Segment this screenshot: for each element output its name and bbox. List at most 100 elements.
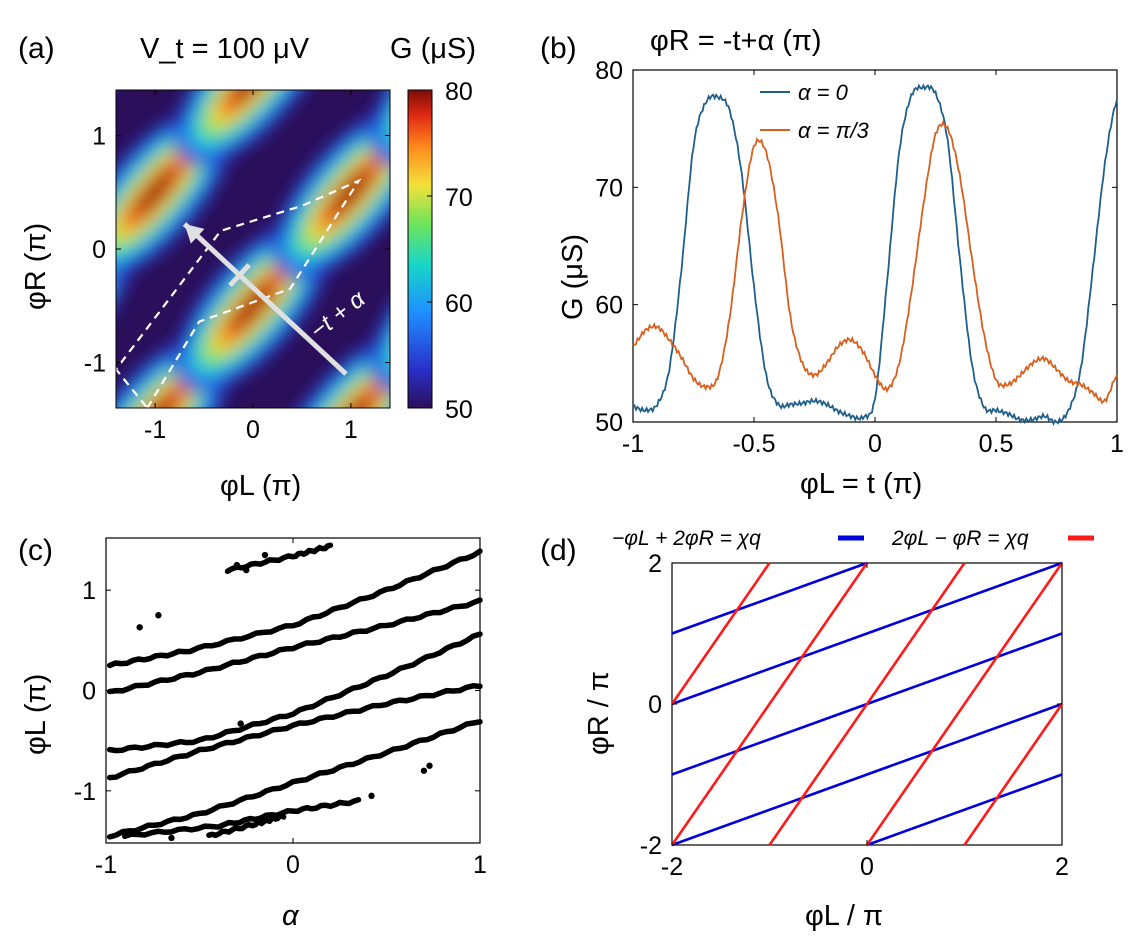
line-axes: -1 -0.5 0 0.5 1 50 60 70 80 (595, 57, 1124, 458)
y-tick-label: -1 (74, 778, 96, 806)
arrow-line (182, 222, 348, 376)
line-series (632, 83, 1118, 427)
colorbar-tick-label: 50 (445, 396, 473, 424)
heatmap-xlabel: φL (π) (220, 470, 301, 502)
scatter-axes: -1 0 1 -1 0 1 (74, 538, 487, 879)
arrow-head (184, 224, 205, 244)
lines-xlabel: φL / π (805, 900, 883, 932)
line-legend: α = 0 α = π/3 (760, 80, 869, 143)
series-line-0 (632, 83, 1118, 427)
colorbar-tick-label: 60 (445, 290, 473, 318)
line-frame (632, 69, 1118, 423)
y-tick-label: -2 (640, 832, 662, 860)
heatmap-axes: -1 0 1 -1 0 1 (84, 90, 390, 444)
scatter-point (233, 561, 241, 569)
scatter-frame (105, 537, 481, 844)
x-tick-label: -1 (95, 851, 117, 879)
scatter-point (243, 566, 250, 574)
x-tick-label: -1 (622, 430, 644, 458)
scatter-point (261, 551, 269, 559)
y-tick-label: 1 (92, 122, 106, 150)
y-tick-label: 1 (82, 577, 96, 605)
scatter-trace-4 (106, 719, 483, 840)
x-tick-label: 1 (344, 416, 358, 444)
scatter-point (426, 762, 433, 769)
scatter-trace-7 (206, 813, 287, 839)
x-tick-label: 0 (868, 430, 882, 458)
legend-entry: 2φL − φR = χq (891, 527, 1029, 550)
family-line-0-3 (671, 561, 868, 635)
panel-label-d: (d) (540, 534, 577, 567)
y-tick-label: 60 (595, 292, 623, 320)
scatter-trace-5 (224, 542, 334, 575)
y-tick-label: 50 (595, 409, 623, 437)
line-xlabel: φL = t (π) (800, 468, 922, 500)
family-line-1-3 (963, 703, 1064, 846)
y-tick-label: 0 (648, 691, 662, 719)
scatter-panel: -1 0 1 -1 0 1 α φL (π) (20, 537, 487, 932)
scatter-ylabel: φL (π) (20, 674, 52, 755)
y-tick-label: 80 (595, 57, 623, 85)
colorbar-tick-label: 70 (445, 184, 473, 212)
heatmap-panel: V_t = 100 μV G (μS) −t + α -1 0 1-101 φL (… (0, 5, 476, 502)
scatter-point (368, 792, 375, 800)
series-line-1 (632, 119, 1118, 405)
colorbar (407, 89, 433, 409)
y-tick-label: -1 (84, 350, 106, 378)
lines-panel: -2 0 2 -2 0 2 −φL + 2φR = χq 2φL − φR = χq φL … (583, 527, 1094, 932)
scatter-point (237, 720, 244, 727)
x-tick-label: 0.5 (979, 430, 1014, 458)
line-title: φR = -t+α (π) (650, 25, 822, 57)
legend-entry: −φL + 2φR = χq (612, 527, 761, 550)
family-line-0-4 (866, 773, 1063, 847)
legend-entry: α = π/3 (798, 118, 869, 143)
x-tick-label: 0 (286, 851, 300, 879)
colorbar-label: G (μS) (390, 33, 476, 65)
arrow-crossbar (228, 263, 251, 288)
family-line-1-4 (670, 562, 771, 705)
scatter-trace-2 (106, 631, 483, 754)
colorbar-tick-label: 80 (445, 78, 473, 106)
legend-entry: α = 0 (798, 80, 849, 105)
scatter-point (136, 624, 143, 631)
x-tick-label: 0 (860, 853, 874, 881)
lines-series (670, 561, 1064, 847)
heatmap-peak (0, 232, 125, 379)
x-tick-label: 1 (473, 851, 487, 879)
y-tick-label: 70 (595, 174, 623, 202)
heatmap-peak (0, 5, 125, 152)
x-tick-label: 0 (246, 416, 260, 444)
family-line-1-1 (768, 562, 966, 846)
x-tick-label: 2 (1055, 853, 1069, 881)
colorbar-ticks: 50 60 70 80 (427, 78, 473, 424)
family-line-1-0 (670, 562, 869, 846)
family-line-0-0 (671, 702, 1063, 847)
y-tick-label: 0 (92, 236, 106, 264)
x-tick-label: -2 (661, 853, 683, 881)
x-tick-label: -0.5 (732, 430, 775, 458)
scatter-series (106, 542, 483, 842)
scatter-trace-3 (106, 683, 483, 781)
heatmap-peak (135, 169, 176, 216)
heatmap-overlays (114, 178, 362, 410)
scatter-point (420, 767, 428, 774)
scatter-trace-0 (106, 548, 483, 669)
scatter-xlabel: α (282, 900, 300, 932)
family-line-1-2 (865, 562, 1064, 846)
y-tick-label: 2 (648, 550, 662, 578)
lines-ylabel: φR / π (583, 671, 615, 755)
x-tick-label: -1 (144, 416, 166, 444)
x-tick-label: 1 (1110, 430, 1124, 458)
heatmap-intensity (0, 5, 390, 408)
scatter-point (155, 612, 162, 619)
panel-label-b: (b) (540, 32, 577, 65)
line-ylabel: G (μS) (557, 234, 589, 320)
heatmap-title: V_t = 100 μV (140, 33, 310, 65)
scatter-trace-1 (106, 597, 483, 695)
panel-label-a: (a) (18, 32, 55, 65)
panel-label-c: (c) (18, 534, 53, 567)
family-line-0-2 (671, 561, 1063, 706)
lines-axes: -2 0 2 -2 0 2 (640, 550, 1069, 881)
